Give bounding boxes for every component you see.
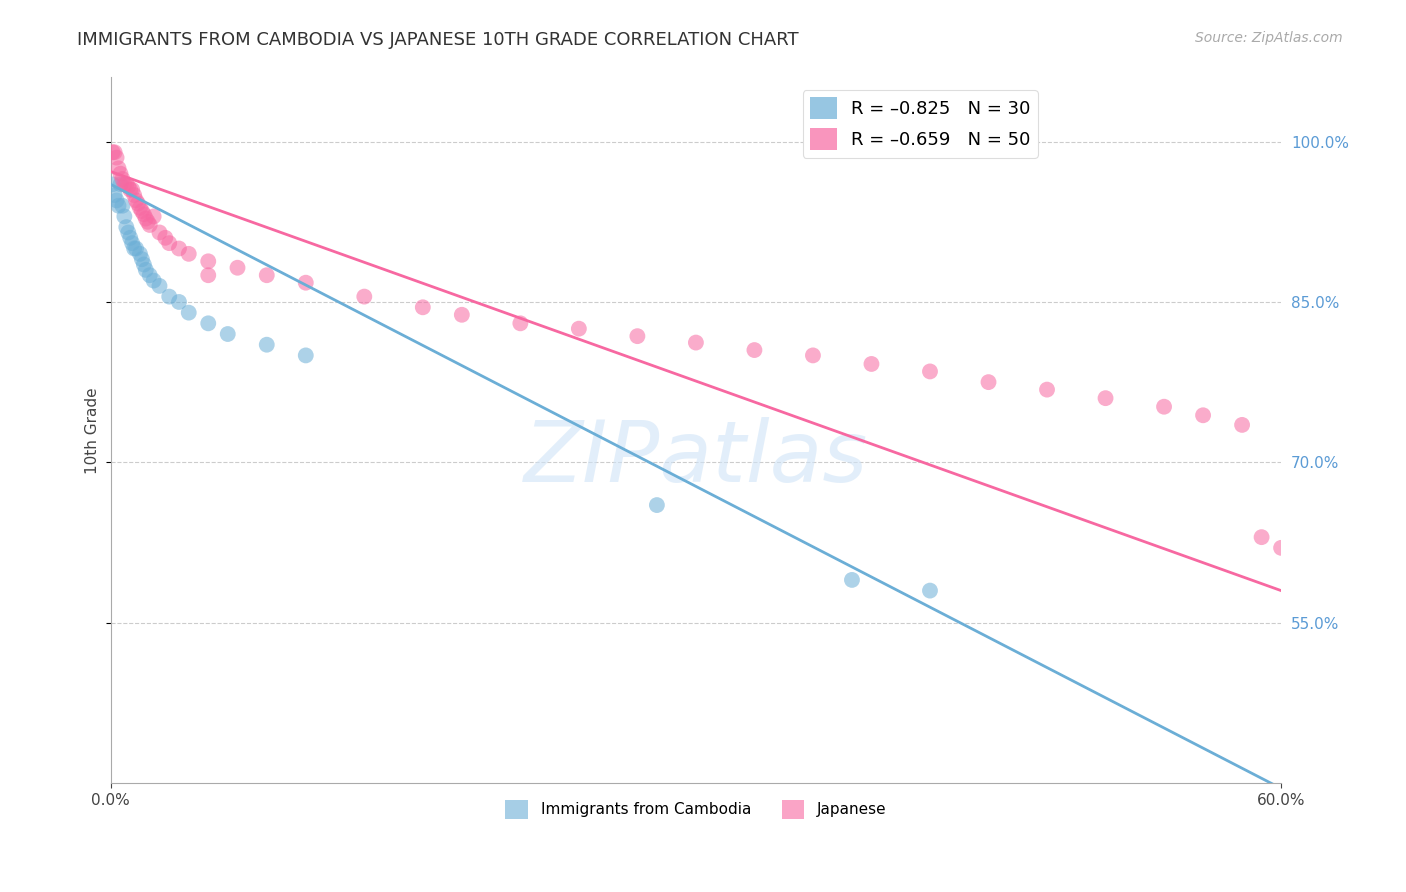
Point <box>841 573 863 587</box>
Point <box>197 268 219 283</box>
Point <box>157 290 180 304</box>
Point <box>626 329 648 343</box>
Legend: Immigrants from Cambodia, Japanese: Immigrants from Cambodia, Japanese <box>499 794 893 825</box>
Point <box>131 252 153 267</box>
Point <box>142 210 165 224</box>
Point <box>125 242 148 256</box>
Point <box>148 226 170 240</box>
Point <box>801 348 824 362</box>
Point <box>685 335 707 350</box>
Point <box>294 348 316 362</box>
Point <box>120 183 142 197</box>
Point <box>122 188 145 202</box>
Point <box>412 301 434 315</box>
Point <box>138 268 160 283</box>
Point <box>127 196 149 211</box>
Point <box>450 308 472 322</box>
Point <box>1192 409 1215 423</box>
Point <box>117 226 139 240</box>
Point <box>1036 383 1059 397</box>
Point <box>1094 391 1116 405</box>
Point <box>918 583 941 598</box>
Point <box>167 242 190 256</box>
Point <box>135 211 157 226</box>
Point <box>105 151 128 165</box>
Point <box>353 290 375 304</box>
Point <box>568 321 591 335</box>
Point <box>256 337 278 351</box>
Point <box>645 498 668 512</box>
Point <box>132 258 155 272</box>
Point <box>177 247 200 261</box>
Text: Source: ZipAtlas.com: Source: ZipAtlas.com <box>1195 31 1343 45</box>
Point <box>1230 417 1253 432</box>
Point <box>101 145 124 160</box>
Point <box>101 178 124 192</box>
Point <box>918 364 941 378</box>
Point <box>256 268 278 283</box>
Point <box>110 178 132 192</box>
Point <box>110 167 132 181</box>
Point <box>197 316 219 330</box>
Y-axis label: 10th Grade: 10th Grade <box>86 387 100 474</box>
Point <box>117 179 139 194</box>
Point <box>121 183 143 197</box>
Point <box>157 236 180 251</box>
Point <box>294 276 316 290</box>
Point <box>105 194 128 208</box>
Point <box>167 295 190 310</box>
Point <box>226 260 249 275</box>
Point <box>138 218 160 232</box>
Point <box>104 145 127 160</box>
Point <box>121 236 143 251</box>
Point <box>142 274 165 288</box>
Point <box>509 316 531 330</box>
Point <box>744 343 766 357</box>
Point <box>107 199 129 213</box>
Point <box>977 375 1000 389</box>
Point <box>112 178 135 192</box>
Point <box>111 172 134 186</box>
Point <box>217 326 239 341</box>
Point <box>1270 541 1292 555</box>
Point <box>155 231 177 245</box>
Point <box>115 178 138 192</box>
Point <box>120 231 142 245</box>
Point <box>132 207 155 221</box>
Point <box>197 254 219 268</box>
Point <box>148 279 170 293</box>
Point <box>125 194 148 208</box>
Point <box>136 215 159 229</box>
Point <box>177 305 200 319</box>
Point <box>1153 400 1175 414</box>
Point <box>107 161 129 176</box>
Point <box>135 263 157 277</box>
Point <box>129 247 152 261</box>
Point <box>115 220 138 235</box>
Point <box>104 188 127 202</box>
Point <box>112 210 135 224</box>
Text: IMMIGRANTS FROM CAMBODIA VS JAPANESE 10TH GRADE CORRELATION CHART: IMMIGRANTS FROM CAMBODIA VS JAPANESE 10T… <box>77 31 799 49</box>
Point <box>131 204 153 219</box>
Text: ZIPatlas: ZIPatlas <box>524 417 868 500</box>
Point <box>860 357 883 371</box>
Point <box>122 242 145 256</box>
Point <box>111 199 134 213</box>
Point <box>1250 530 1272 544</box>
Point <box>129 201 152 215</box>
